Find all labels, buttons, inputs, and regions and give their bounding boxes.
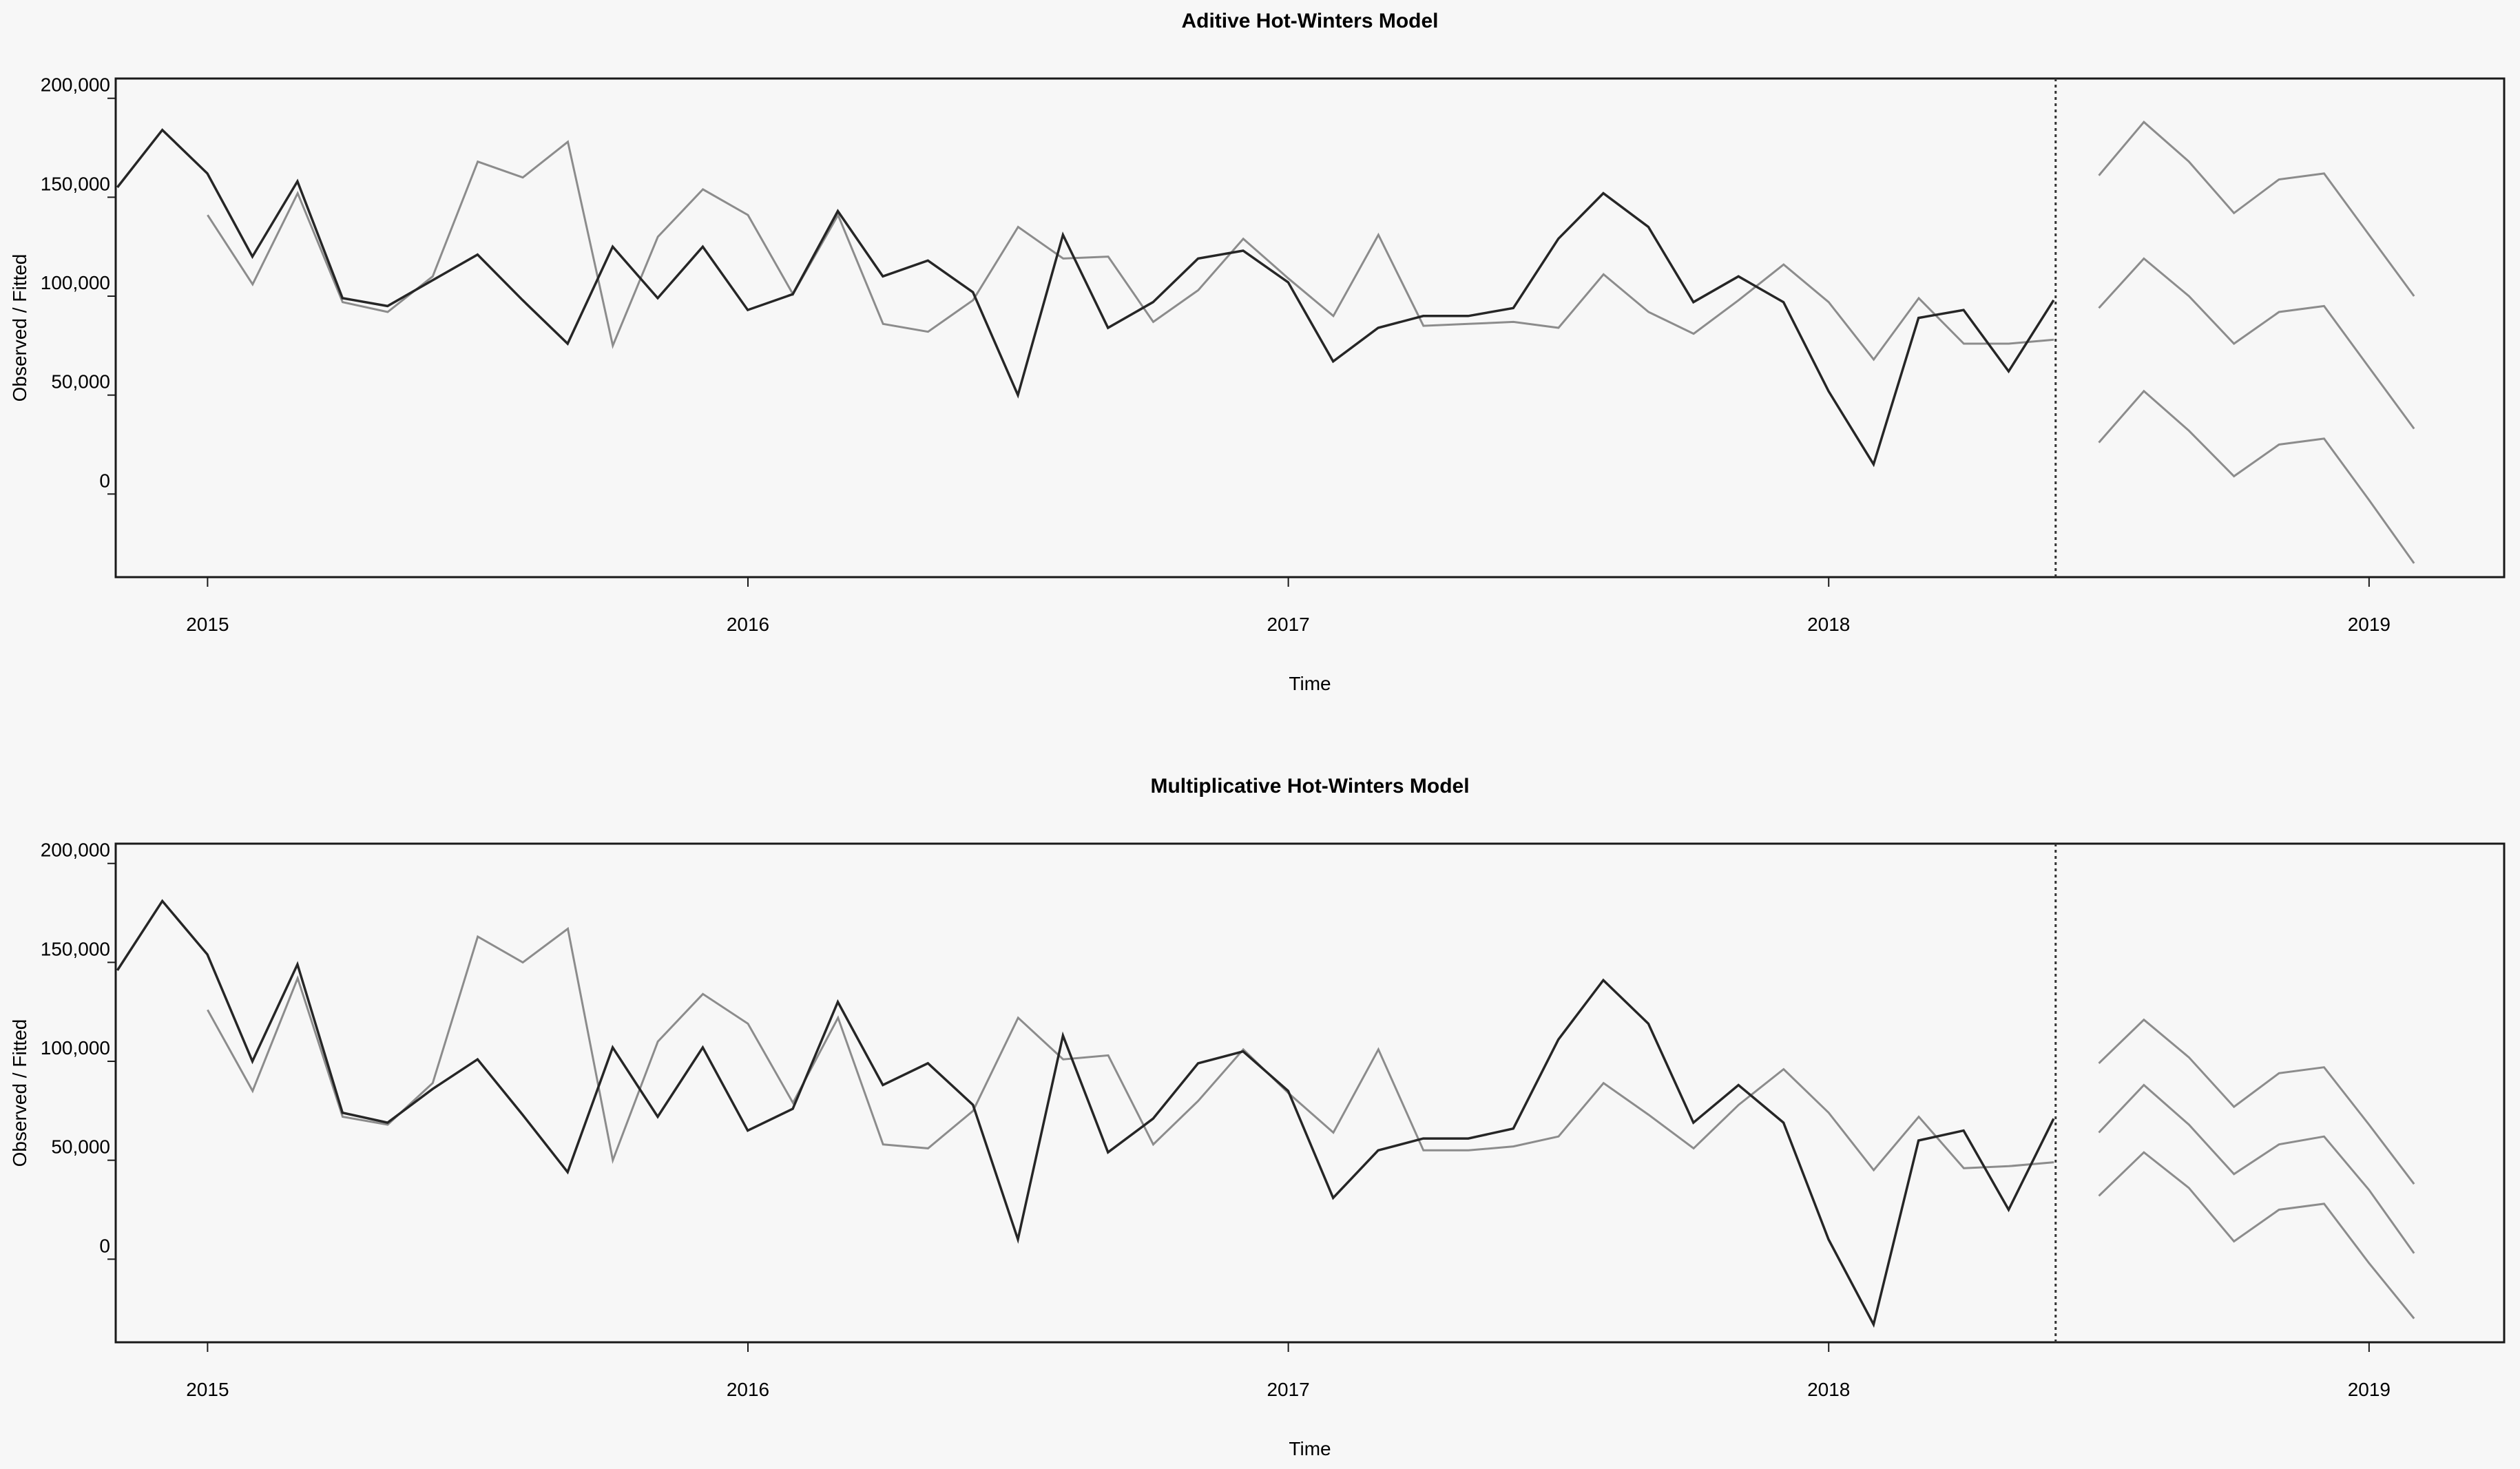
- forecast-series-line: [2098, 1083, 2415, 1254]
- y-axis: 0 50,000 100,000 150,000 200,000: [41, 840, 116, 1260]
- x-tick-label: 2016: [727, 1379, 769, 1400]
- y-tick-label: 0: [99, 1235, 110, 1256]
- x-tick-label: 2017: [1267, 1379, 1309, 1400]
- y-tick-label: 100,000: [41, 1037, 110, 1059]
- y-axis-label: Observed / Fitted: [9, 1019, 30, 1167]
- chart-title: Multiplicative Hot-Winters Model: [1150, 775, 1469, 798]
- y-tick-label: 50,000: [51, 371, 110, 393]
- y-axis-label: Observed / Fitted: [9, 254, 30, 402]
- x-tick-label: 2019: [2348, 614, 2391, 635]
- forecast-series-line: [2098, 257, 2415, 430]
- y-tick-label: 0: [99, 470, 110, 491]
- upper-interval-series-line: [2098, 1018, 2415, 1185]
- additive-model-panel: Aditive Hot-Winters Model Observed / Fit…: [9, 10, 2506, 694]
- plot-frame: [114, 842, 2506, 1344]
- multiplicative-model-panel: Multiplicative Hot-Winters Model Observe…: [9, 775, 2506, 1459]
- x-axis: 2015 2016 2017 2018 2019: [186, 577, 2391, 635]
- x-axis-label: Time: [1289, 1438, 1331, 1459]
- fitted-series-line: [207, 140, 2054, 362]
- fitted-series-line: [207, 926, 2054, 1172]
- y-tick-label: 100,000: [41, 272, 110, 293]
- plot-frame: [114, 77, 2506, 579]
- y-tick-label: 50,000: [51, 1136, 110, 1158]
- plot-area: [116, 79, 2415, 577]
- observed-series-line: [116, 899, 2055, 1328]
- y-tick-label: 150,000: [41, 173, 110, 194]
- y-tick-label: 200,000: [41, 840, 110, 861]
- x-tick-label: 2019: [2348, 1379, 2391, 1400]
- plot-area: [116, 844, 2415, 1342]
- y-tick-label: 200,000: [41, 74, 110, 96]
- x-tick-label: 2018: [1807, 1379, 1850, 1400]
- y-axis: 0 50,000 100,000 150,000 200,000: [41, 74, 116, 495]
- observed-series-line: [116, 128, 2055, 468]
- series-group: [116, 79, 2415, 577]
- x-tick-label: 2018: [1807, 614, 1850, 635]
- series-group: [116, 844, 2415, 1342]
- lower-interval-series-line: [2098, 1151, 2415, 1320]
- x-tick-label: 2015: [186, 614, 229, 635]
- chart-title: Aditive Hot-Winters Model: [1181, 10, 1438, 32]
- x-tick-label: 2016: [727, 614, 769, 635]
- x-tick-label: 2015: [186, 1379, 229, 1400]
- upper-interval-series-line: [2098, 121, 2415, 297]
- lower-interval-series-line: [2098, 389, 2415, 564]
- x-axis-label: Time: [1289, 673, 1331, 694]
- x-tick-label: 2017: [1267, 614, 1309, 635]
- y-tick-label: 150,000: [41, 938, 110, 959]
- x-axis: 2015 2016 2017 2018 2019: [186, 1342, 2391, 1400]
